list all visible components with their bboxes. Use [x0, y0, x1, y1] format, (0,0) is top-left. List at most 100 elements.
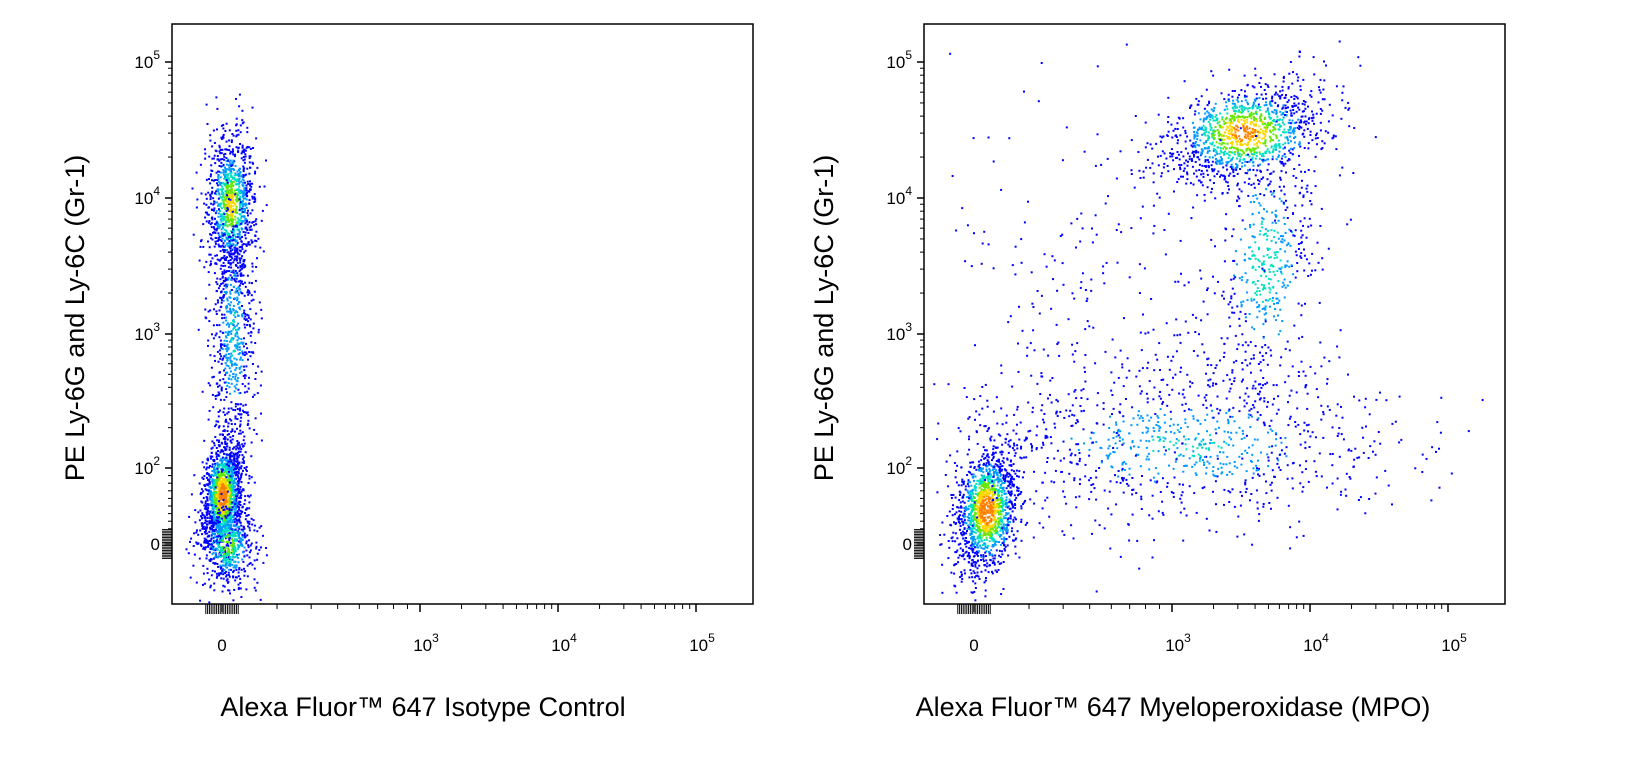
event-dot: [224, 438, 226, 441]
event-dot: [244, 499, 247, 502]
event-dot: [214, 510, 217, 513]
event-dot: [238, 454, 241, 457]
event-dot: [956, 549, 959, 552]
event-dot: [960, 574, 963, 577]
event-dot: [983, 486, 986, 489]
event-dot: [220, 220, 223, 223]
event-dot: [223, 407, 226, 410]
event-dot: [229, 163, 232, 166]
event-dot: [994, 511, 997, 514]
event-dot: [227, 278, 230, 281]
event-dot: [234, 275, 237, 278]
event-dot: [244, 197, 247, 200]
event-dot: [239, 486, 242, 488]
event-dot: [253, 559, 256, 562]
event-dot: [968, 528, 971, 531]
event-dot: [237, 456, 240, 459]
event-dot: [206, 540, 209, 543]
event-dot: [212, 528, 215, 531]
event-dot: [238, 327, 241, 329]
x-tick-label: 104: [551, 631, 577, 655]
event-dot: [230, 473, 233, 476]
event-dot: [244, 265, 247, 268]
event-dot: [227, 262, 230, 264]
event-dot: [260, 317, 263, 320]
event-dot: [231, 176, 234, 179]
event-dot: [985, 550, 988, 553]
event-dot: [248, 563, 251, 565]
event-dot: [217, 204, 220, 207]
event-dot: [226, 285, 228, 288]
event-dot: [221, 487, 224, 490]
event-dot: [226, 148, 229, 151]
event-dot: [991, 554, 994, 557]
event-dot: [239, 540, 242, 543]
event-dot: [230, 507, 233, 510]
event-dot: [224, 534, 226, 537]
event-dot: [213, 501, 216, 504]
event-dot: [999, 535, 1001, 538]
event-dot: [234, 556, 237, 558]
event-dot: [238, 506, 241, 509]
event-dot: [225, 491, 228, 494]
event-dot: [228, 501, 231, 503]
event-dot: [229, 551, 231, 554]
event-dot: [227, 553, 230, 556]
event-dot: [234, 538, 237, 541]
event-dot: [966, 555, 969, 558]
event-dot: [981, 496, 984, 499]
event-dot: [211, 527, 213, 530]
event-dot: [984, 494, 987, 497]
event-dot: [219, 555, 222, 558]
event-dot: [241, 445, 244, 448]
event-dot: [200, 488, 203, 491]
event-dot: [250, 351, 253, 354]
event-dot: [991, 491, 994, 493]
event-dot: [941, 521, 944, 524]
event-dot: [209, 175, 212, 178]
event-dot: [234, 409, 237, 412]
event-dot: [222, 226, 224, 229]
event-dot: [230, 266, 233, 269]
event-dot: [234, 244, 237, 247]
event-dot: [973, 518, 976, 521]
event-dot: [239, 348, 241, 351]
event-dot: [230, 170, 233, 173]
event-dot: [971, 510, 973, 513]
event-dot: [996, 505, 999, 507]
event-dot: [218, 324, 221, 327]
event-dot: [214, 521, 217, 523]
event-dot: [226, 168, 229, 171]
event-dot: [237, 303, 240, 306]
event-dot: [240, 528, 243, 531]
event-dot: [228, 535, 231, 538]
event-dot: [231, 430, 234, 432]
event-dot: [221, 317, 224, 320]
event-dot: [996, 464, 999, 467]
event-dot: [960, 571, 963, 574]
event-dot: [234, 525, 237, 528]
event-dot: [231, 563, 234, 566]
event-dot: [233, 528, 236, 531]
event-dot: [212, 226, 215, 229]
event-dot: [254, 239, 257, 242]
event-dot: [222, 234, 225, 237]
event-dot: [203, 541, 206, 544]
event-dot: [1002, 475, 1005, 478]
event-dot: [216, 223, 218, 226]
event-dot: [227, 173, 230, 176]
event-dot: [248, 501, 251, 504]
event-dot: [210, 263, 212, 265]
event-dot: [224, 515, 227, 518]
event-dot: [959, 491, 962, 494]
event-dot: [231, 491, 234, 494]
event-dot: [977, 529, 980, 532]
event-dot: [215, 480, 218, 483]
event-dot: [234, 488, 237, 491]
event-dot: [235, 196, 238, 199]
event-dot: [975, 468, 978, 471]
event-dot: [213, 482, 216, 485]
event-dot: [999, 470, 1002, 473]
event-dot: [209, 489, 212, 492]
event-dot: [232, 225, 235, 228]
